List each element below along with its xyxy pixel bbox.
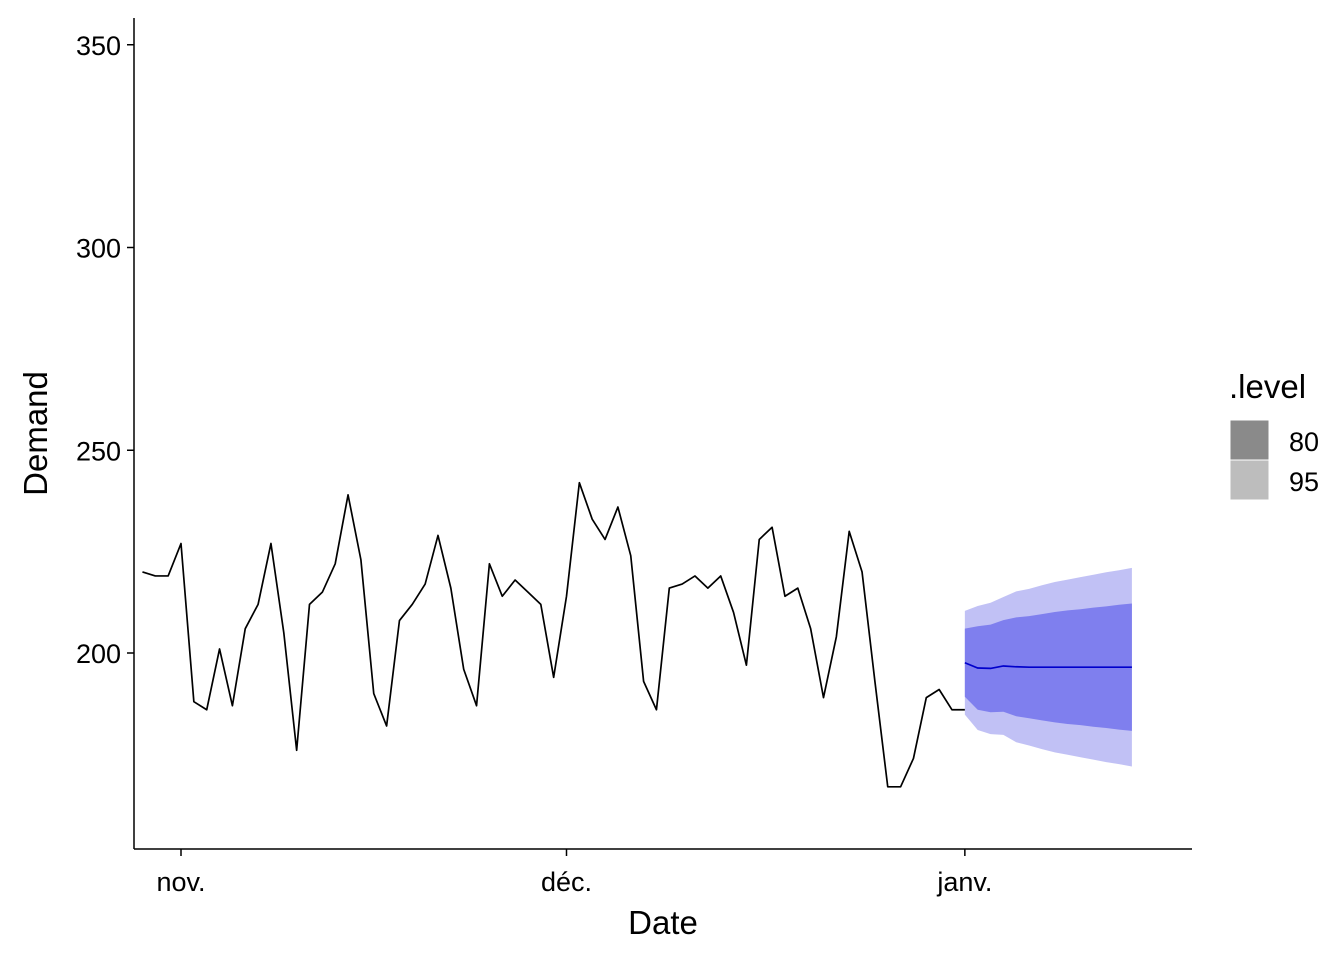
legend-key-80 bbox=[1229, 419, 1270, 461]
y-axis-title: Demand bbox=[17, 371, 54, 496]
x-axis-title: Date bbox=[628, 904, 698, 941]
y-tick-label: 300 bbox=[76, 234, 121, 264]
x-axis-ticks: nov. déc. janv. bbox=[156, 849, 992, 897]
x-tick-label: nov. bbox=[156, 867, 205, 897]
legend-label-95: 95 bbox=[1289, 467, 1319, 497]
axes bbox=[133, 18, 1192, 850]
y-tick-label: 250 bbox=[76, 436, 121, 466]
legend-title: .level bbox=[1229, 368, 1306, 405]
data-lines bbox=[142, 481, 1132, 788]
series-line-demand bbox=[142, 481, 965, 788]
y-tick-label: 350 bbox=[76, 31, 121, 61]
legend-label-80: 80 bbox=[1289, 427, 1319, 457]
legend: .level 80 95 bbox=[1229, 368, 1319, 501]
x-tick-label: janv. bbox=[936, 867, 992, 897]
legend-key-95 bbox=[1229, 459, 1270, 501]
x-tick-label: déc. bbox=[541, 867, 592, 897]
forecast-mean-line bbox=[964, 661, 1132, 670]
y-axis-ticks: 200 250 300 350 bbox=[76, 31, 134, 669]
y-tick-label: 200 bbox=[76, 639, 121, 669]
